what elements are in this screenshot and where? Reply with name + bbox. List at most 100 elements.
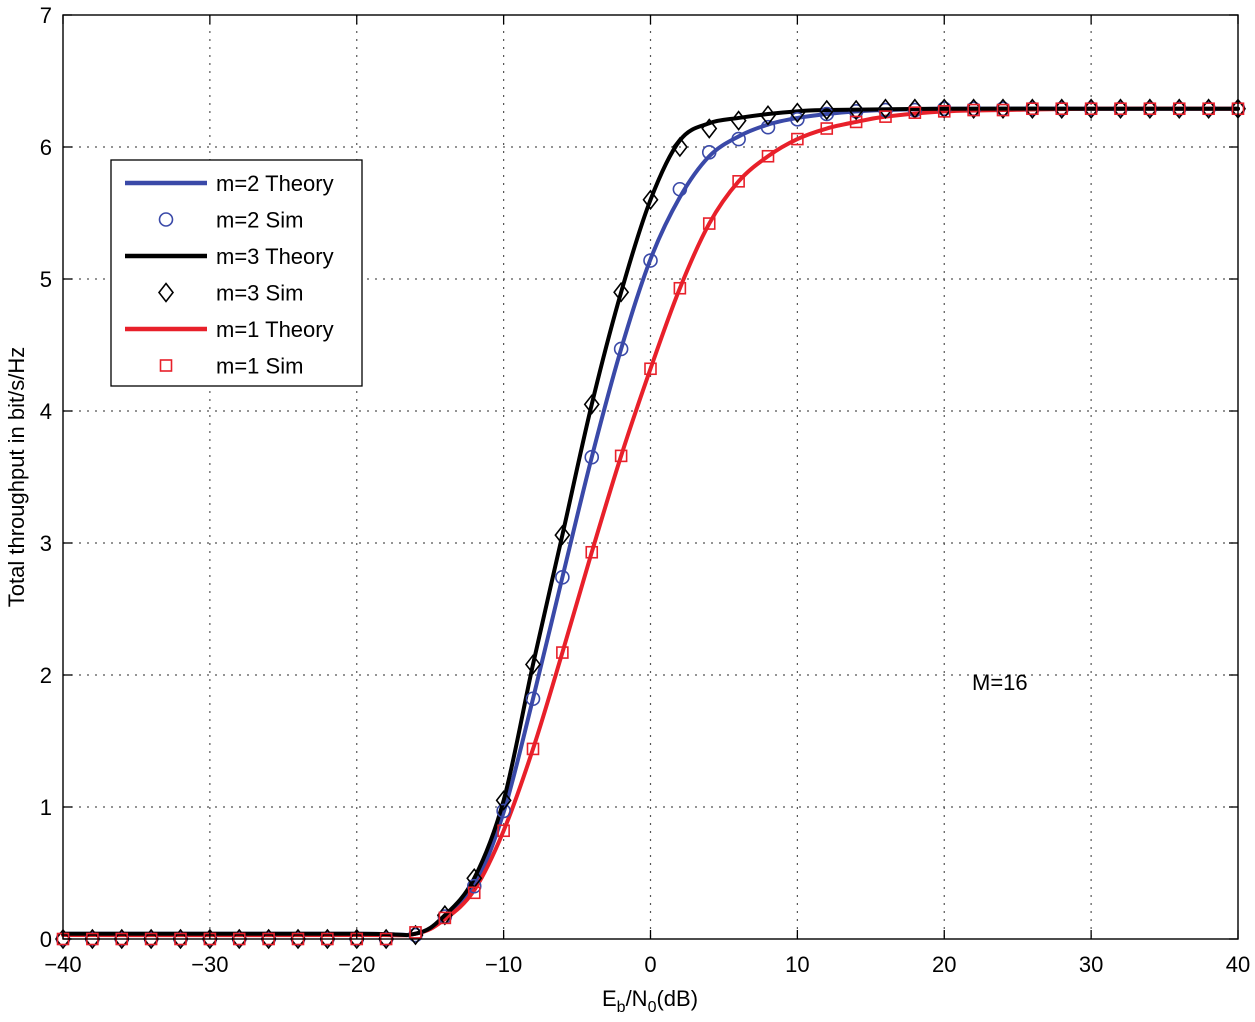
data-point-diamond [730,110,747,131]
data-point-diamond [642,189,659,211]
data-point-square [438,911,452,925]
data-point-circle [466,878,482,894]
data-point-square [673,281,687,295]
data-point-diamond [54,928,72,950]
data-point-diamond [1083,98,1100,120]
legend-label: m=2 Sim [216,208,303,233]
data-point-diamond [965,98,982,120]
data-point-diamond [495,790,512,811]
data-point-circle [525,691,541,707]
ticks: −40 −30 −20 −10 0 10 20 30 40 0 1 2 3 4 5 6 7 [40,3,1250,977]
y-tick-label: 1 [40,795,52,820]
data-point-diamond [113,928,130,950]
data-point-square [1114,102,1127,116]
legend-label: m=1 Sim [216,354,303,379]
data-point-diamond [260,928,277,950]
data-point-square [996,103,1010,117]
data-point-square [1172,102,1186,116]
data-point-square [556,646,569,659]
data-point-diamond [319,928,336,950]
data-point-square [937,105,951,118]
series-line-m-1-theory [61,106,1240,938]
data-point-diamond [759,105,777,126]
data-point-diamond [1112,98,1129,120]
legend-swatch-circle [158,212,174,227]
data-point-diamond [583,394,600,415]
data-point-circle [613,341,629,357]
x-axis-title: Eb/N0(dB) [602,986,698,1016]
data-point-diamond [407,924,424,946]
data-point-square [849,115,863,129]
data-point-diamond [231,928,248,950]
data-point-circle [731,131,746,147]
legend-label: m=2 Theory [216,171,334,196]
data-point-diamond [1141,98,1158,120]
data-point-diamond [201,928,218,950]
data-point-square [497,824,510,838]
data-point-diamond [143,928,160,950]
x-tick-label: −30 [191,952,228,977]
data-point-diamond [877,98,894,120]
data-point-square [585,545,599,559]
data-point-square [967,103,980,117]
data-point-diamond [701,118,718,139]
y-tick-label: 3 [40,531,52,556]
y-tick-label: 7 [40,3,52,28]
grid [63,15,1238,939]
data-point-square [467,886,481,900]
data-point-diamond [348,928,365,950]
data-point-square [409,926,422,939]
data-point-square [614,449,628,463]
x-tick-label: −10 [485,952,522,977]
data-point-circle [790,111,805,127]
data-point-square [879,110,892,123]
data-point-diamond [1171,98,1188,120]
data-point-square [732,175,745,188]
y-tick-label: 2 [40,663,52,688]
data-point-circle [672,181,688,197]
data-point-circle [701,144,717,160]
data-point-diamond [378,928,395,950]
data-point-diamond [671,136,688,158]
data-point-square [1026,102,1039,116]
data-point-diamond [994,98,1012,120]
y-tick-label: 0 [40,927,52,952]
data-point-diamond [289,928,307,950]
legend-swatch-square [159,359,173,372]
data-point-circle [496,803,511,819]
data-point-diamond [1024,98,1041,120]
x-tick-label: −20 [338,952,375,977]
series-markers-m-1-sim [56,102,1245,946]
legend-swatch-diamond [157,282,175,303]
data-point-square [1084,102,1098,116]
annotation-m16: M=16 [972,670,1028,695]
data-point-diamond [554,524,571,546]
legend-label: m=3 Theory [216,244,334,269]
data-point-square [820,122,834,135]
data-point-circle [819,106,835,122]
data-point-square [1202,102,1215,116]
x-tick-label: 0 [644,952,656,977]
data-point-square [761,149,775,163]
data-point-circle [760,119,776,135]
data-point-square [526,742,540,756]
data-point-diamond [848,99,865,121]
data-point-square [644,362,657,376]
data-point-square [1055,102,1069,116]
x-tick-label: 10 [785,952,809,977]
data-point-circle [584,449,600,465]
data-point-diamond [789,102,806,123]
x-tick-label: 30 [1079,952,1103,977]
data-point-diamond [1200,98,1217,120]
data-point-diamond [524,654,542,675]
data-point-diamond [1053,98,1070,120]
data-point-diamond [84,928,101,950]
data-point-square [702,217,716,230]
data-point-square [908,106,922,119]
y-tick-label: 5 [40,267,52,292]
x-tick-label: 40 [1226,952,1250,977]
x-tick-label: 20 [932,952,956,977]
legend: m=2 Theory m=2 Sim m=3 Theory m=3 Sim m=1 Th… [110,159,363,387]
data-point-circle [643,253,658,268]
